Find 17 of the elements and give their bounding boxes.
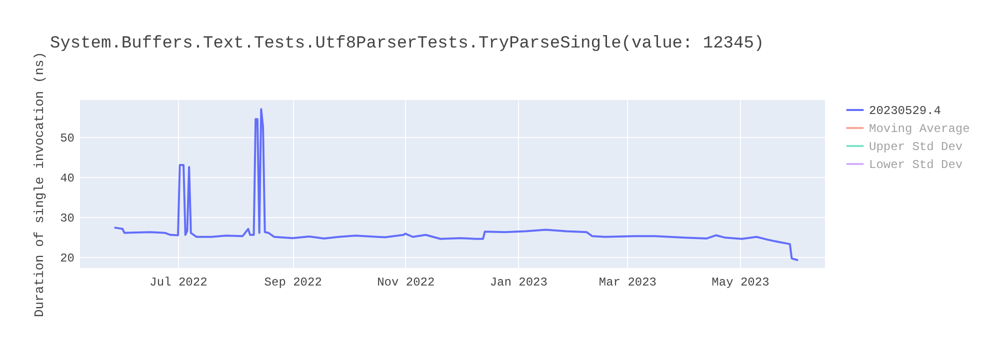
legend-label: 20230529.4 [869,104,942,118]
x-tick-label: Jan 2023 [490,276,548,290]
legend-label: Upper Std Dev [869,140,963,154]
line-series [114,108,798,262]
y-tick-label: 50 [60,132,74,146]
y-tick-label: 30 [60,211,74,226]
y-axis-title: Duration of single invocation (ns) [32,52,48,318]
legend-label: Lower Std Dev [869,158,963,172]
x-tick-label: May 2023 [712,276,770,290]
legend-label: Moving Average [869,122,970,136]
x-tick-label: Mar 2023 [598,276,656,290]
x-tick-label: Nov 2022 [377,276,435,290]
y-tick-label: 20 [60,251,74,266]
chart-title: System.Buffers.Text.Tests.Utf8ParserTests.TryParseSingle(value: 12345) [50,34,764,54]
y-tick-label: 40 [60,172,74,186]
x-tick-label: Jul 2022 [150,276,208,290]
x-tick-label: Sep 2022 [264,276,322,290]
